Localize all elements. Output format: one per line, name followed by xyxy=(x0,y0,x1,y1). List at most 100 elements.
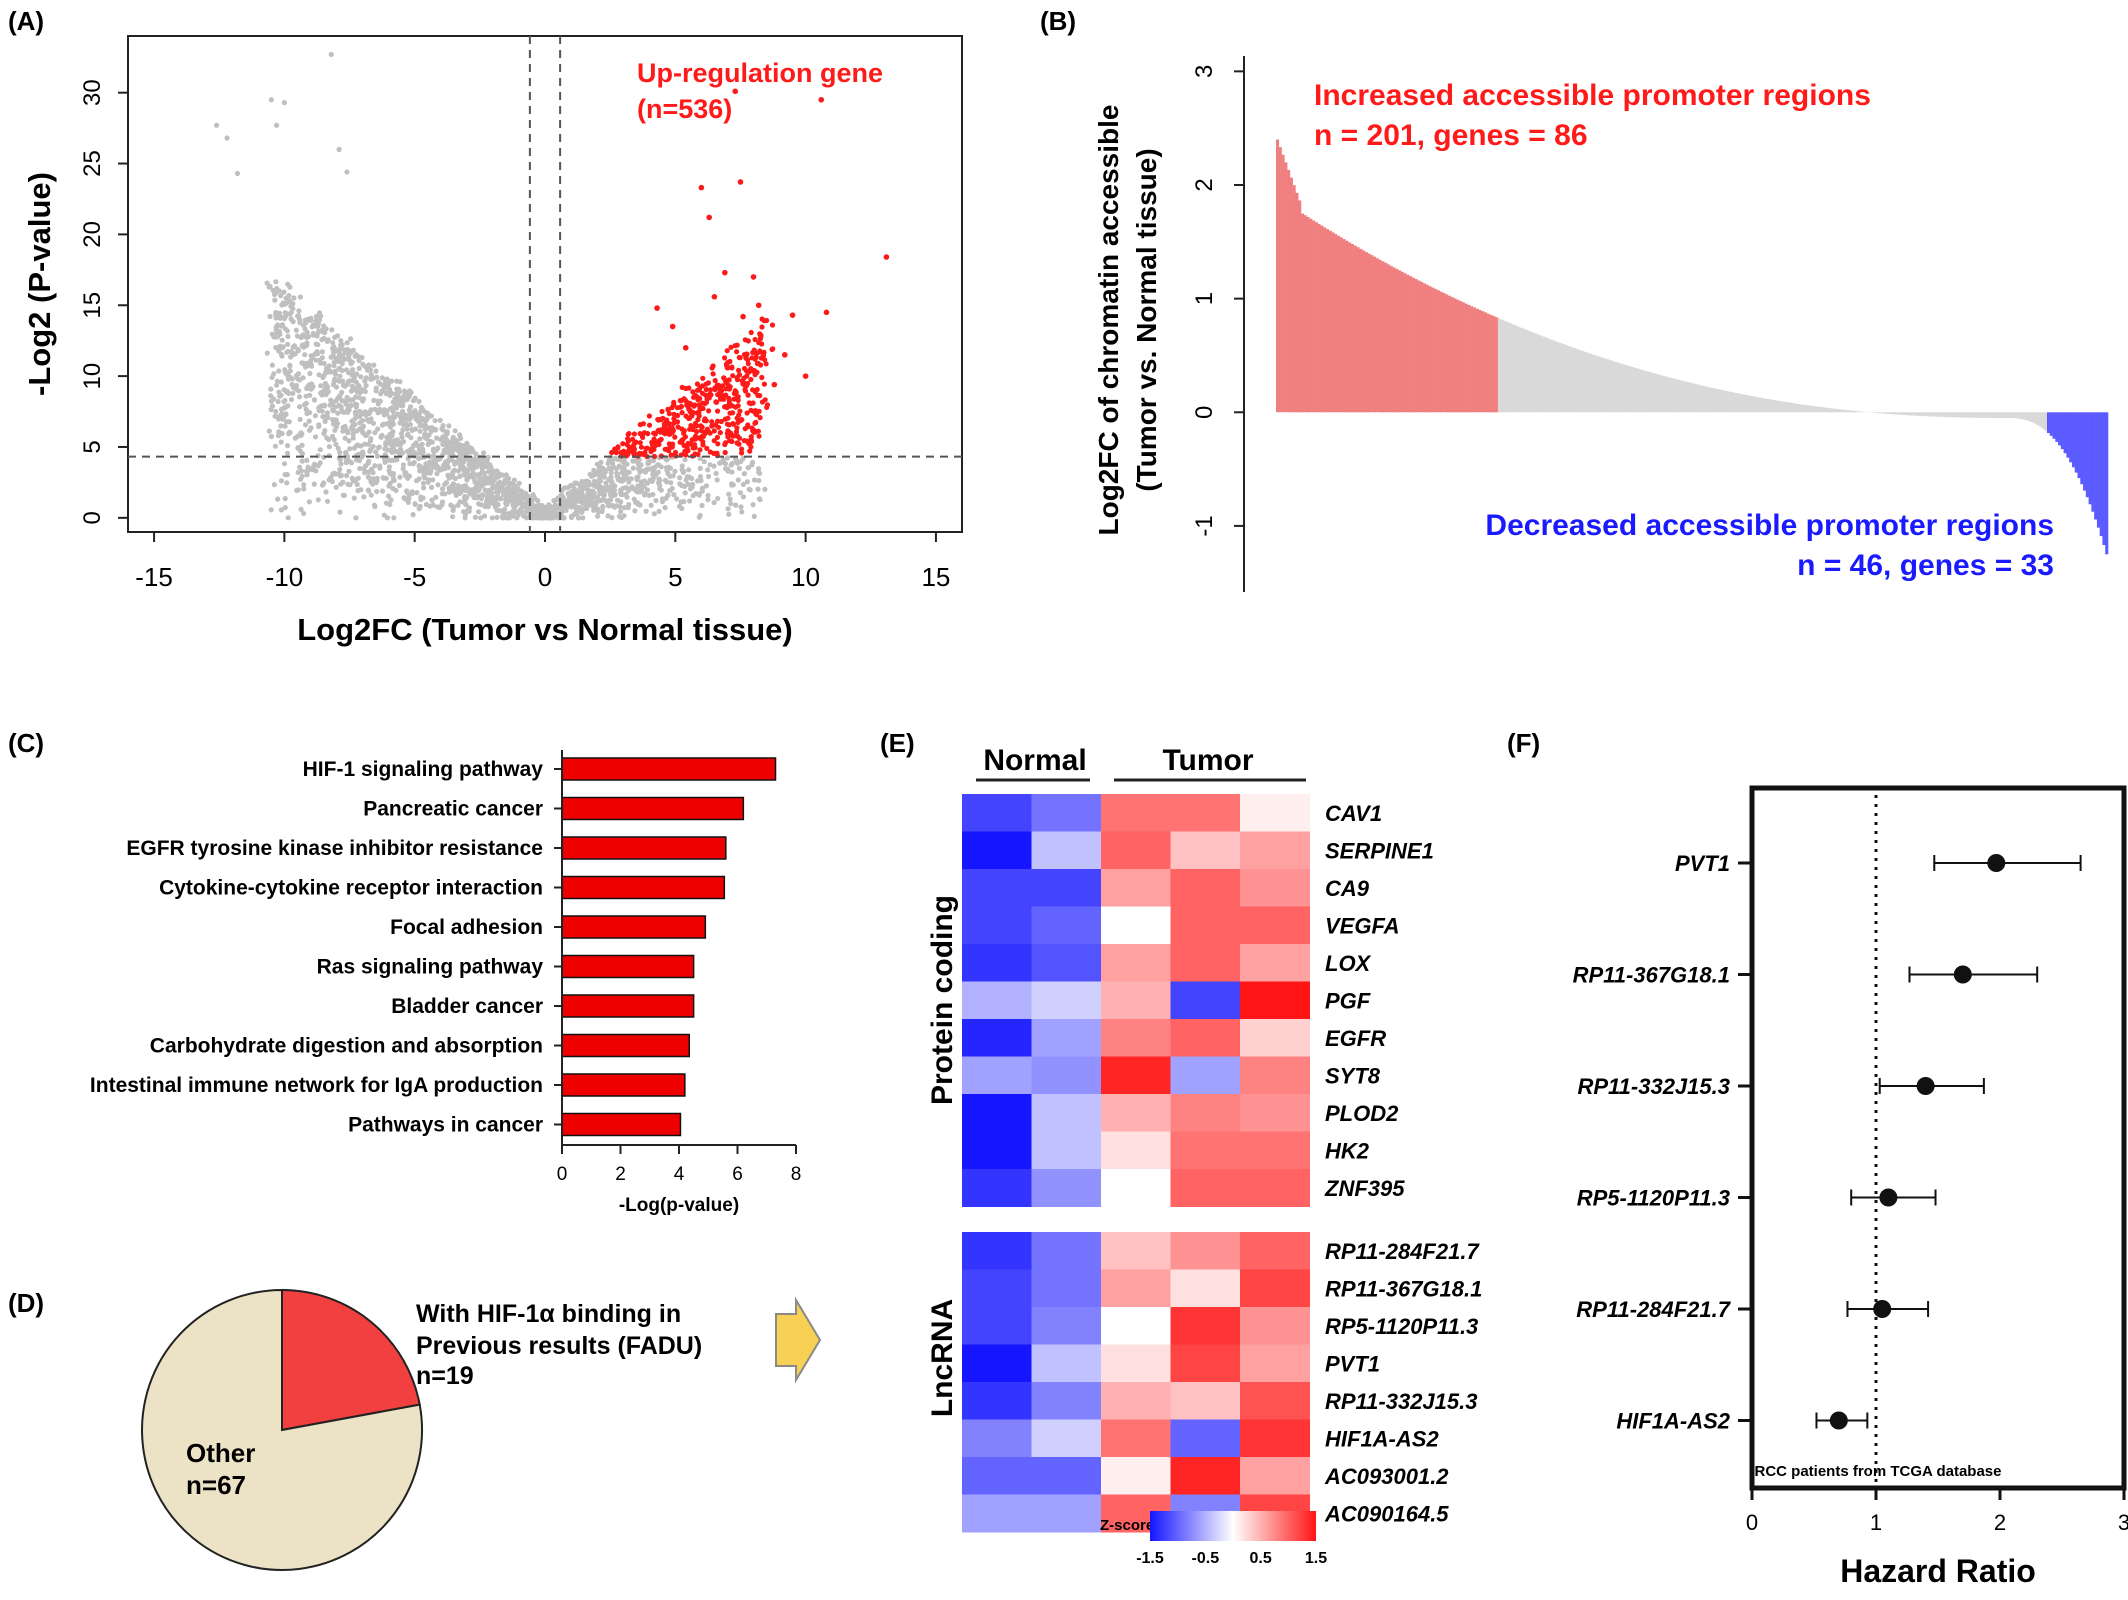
up-point xyxy=(734,425,740,431)
up-point xyxy=(694,394,700,400)
up-point xyxy=(707,430,713,436)
gray-point xyxy=(363,432,369,439)
gray-point xyxy=(266,428,272,434)
gray-point xyxy=(281,316,287,322)
heatmap-cell xyxy=(1240,1419,1310,1458)
gray-point xyxy=(470,487,476,493)
gray-point xyxy=(279,353,285,359)
heatmap-cell xyxy=(962,1232,1032,1270)
gray-point xyxy=(381,412,387,418)
gray-point xyxy=(409,491,415,497)
gray-point xyxy=(361,396,367,402)
pie-red-label-2: Previous results (FADU) xyxy=(416,1332,702,1360)
gray-point xyxy=(677,475,683,481)
gray-point xyxy=(667,473,673,479)
waterfall-bar xyxy=(1561,343,1565,413)
gray-point xyxy=(687,498,693,504)
gray-point xyxy=(756,477,762,484)
up-point xyxy=(735,394,741,400)
gray-point xyxy=(751,477,758,483)
waterfall-bar xyxy=(1949,412,1953,418)
gray-point xyxy=(686,467,692,473)
x-tick-label: 2 xyxy=(1994,1510,2006,1535)
gray-point xyxy=(370,420,377,426)
waterfall-bar xyxy=(1581,350,1585,413)
waterfall-bar xyxy=(1758,397,1762,413)
up-point xyxy=(758,362,764,368)
gray-point xyxy=(312,434,319,440)
gray-point xyxy=(472,514,478,520)
gene-label: SYT8 xyxy=(1325,1063,1381,1088)
up-point xyxy=(764,404,770,410)
heatmap-cell xyxy=(1240,1056,1310,1095)
gray-point xyxy=(606,497,613,504)
gray-point xyxy=(414,490,420,496)
gray-point xyxy=(653,498,659,504)
heatmap-cell xyxy=(1170,1457,1241,1495)
up-point xyxy=(759,324,765,330)
gray-point xyxy=(276,348,282,354)
up-point xyxy=(651,453,658,459)
pathway-bar xyxy=(561,994,695,1018)
gray-point xyxy=(440,423,446,429)
waterfall-bar xyxy=(1797,404,1801,413)
gray-point xyxy=(393,405,399,411)
gray-point xyxy=(372,463,378,469)
gray-point xyxy=(316,423,322,430)
up-point xyxy=(637,422,643,428)
waterfall-bar xyxy=(2105,412,2109,555)
x-tick-label: 4 xyxy=(674,1164,685,1185)
gray-point xyxy=(335,445,341,451)
waterfall-bar xyxy=(1875,412,1879,413)
gray-point xyxy=(384,434,390,441)
waterfall-bar xyxy=(1614,361,1618,413)
gray-point xyxy=(286,419,292,425)
gray-point xyxy=(606,465,612,472)
waterfall-bar xyxy=(1472,307,1476,413)
waterfall-bar xyxy=(2035,412,2039,425)
gray-point xyxy=(334,377,340,383)
up-point xyxy=(703,381,709,387)
gray-point xyxy=(600,504,606,510)
up-point xyxy=(761,381,768,387)
waterfall-bar xyxy=(1852,410,1856,413)
up-point xyxy=(711,438,717,444)
up-point xyxy=(711,428,717,434)
waterfall-bar xyxy=(1353,245,1357,413)
waterfall-bar xyxy=(1911,412,1915,416)
gray-point xyxy=(301,344,307,350)
gray-point xyxy=(648,466,655,472)
waterfall-bar xyxy=(1680,380,1684,413)
up-point xyxy=(631,431,638,437)
waterfall-bar xyxy=(1861,411,1865,413)
waterfall-bar xyxy=(1447,295,1452,413)
gray-point xyxy=(552,502,558,508)
waterfall-bar xyxy=(1697,384,1701,413)
up-point xyxy=(683,413,689,419)
gray-point xyxy=(271,371,277,377)
gray-point xyxy=(518,509,525,515)
gray-point xyxy=(276,288,282,294)
gray-outlier-point xyxy=(268,97,274,103)
waterfall-bar xyxy=(1553,340,1557,413)
gray-point xyxy=(394,392,400,398)
gray-point xyxy=(391,515,397,521)
up-point xyxy=(750,349,756,356)
waterfall-bar xyxy=(1725,391,1729,413)
waterfall-bar xyxy=(1478,309,1482,413)
gray-point xyxy=(715,495,721,502)
waterfall-bar xyxy=(1827,408,1831,413)
gray-point xyxy=(373,368,379,374)
waterfall-y-label-1: Log2FC of chromatin accessible xyxy=(1093,105,1124,536)
gray-point xyxy=(285,341,291,347)
heatmap-cell xyxy=(1170,1169,1241,1207)
gray-point xyxy=(274,382,280,388)
pathway-label: Ras signaling pathway xyxy=(317,956,544,979)
waterfall-bar xyxy=(1289,177,1293,413)
waterfall-bar xyxy=(1461,302,1465,413)
waterfall-bar xyxy=(1961,412,1965,418)
panel-letter-d: (D) xyxy=(8,1288,44,1318)
up-point xyxy=(759,374,765,381)
up-point xyxy=(700,375,706,381)
heatmap-cell xyxy=(1240,906,1310,945)
